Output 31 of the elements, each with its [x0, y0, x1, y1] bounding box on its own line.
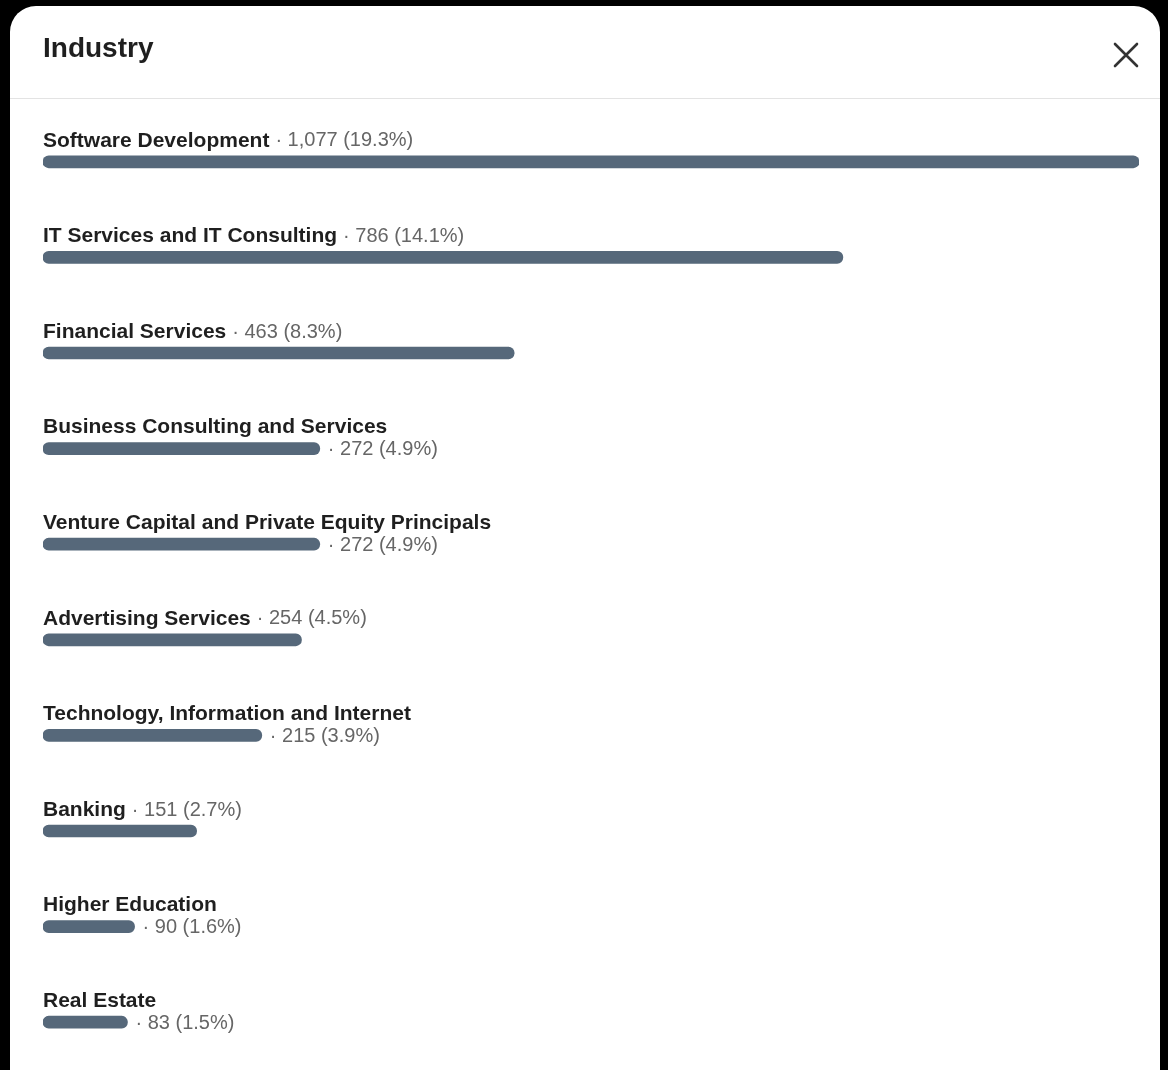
data-label: · 83 (1.5%) [135, 1010, 235, 1033]
data-label: · 272 (4.9%) [327, 437, 438, 460]
data-label: · 90 (1.6%) [142, 915, 242, 938]
y-tick-label: Venture Capital and Private Equity Principals [43, 510, 492, 533]
y-tick-label: Advertising Services [43, 605, 251, 629]
y-tick-label: Technology, Information and Internet [43, 701, 411, 725]
data-label: · 1,077 (19.3%) [275, 128, 414, 151]
chart-title: Industry [43, 32, 154, 64]
y-tick-label: Financial Services [43, 318, 227, 342]
data-label: · 215 (3.9%) [269, 723, 380, 746]
bar [43, 155, 1139, 169]
y-tick-label: Business Consulting and Services [43, 414, 388, 438]
bar [43, 346, 515, 360]
bar [43, 1015, 128, 1029]
y-tick-label: IT Services and IT Consulting [43, 223, 338, 247]
bar [43, 920, 135, 933]
bar [43, 251, 844, 264]
y-tick-label: Real Estate [43, 988, 157, 1011]
data-label: · 272 (4.9%) [327, 532, 438, 555]
bar [43, 633, 302, 647]
y-tick-label: Software Development [43, 127, 270, 151]
y-tick-label: Higher Education [43, 892, 217, 916]
bar [43, 537, 321, 551]
data-label: · 463 (8.3%) [232, 319, 343, 342]
data-label: · 786 (14.1%) [343, 223, 465, 246]
bar [43, 729, 263, 742]
bar [43, 442, 321, 455]
data-label: · 254 (4.5%) [256, 606, 367, 629]
y-tick-label: Banking [43, 796, 126, 820]
bar [43, 824, 197, 838]
data-label: · 151 (2.7%) [131, 797, 242, 820]
